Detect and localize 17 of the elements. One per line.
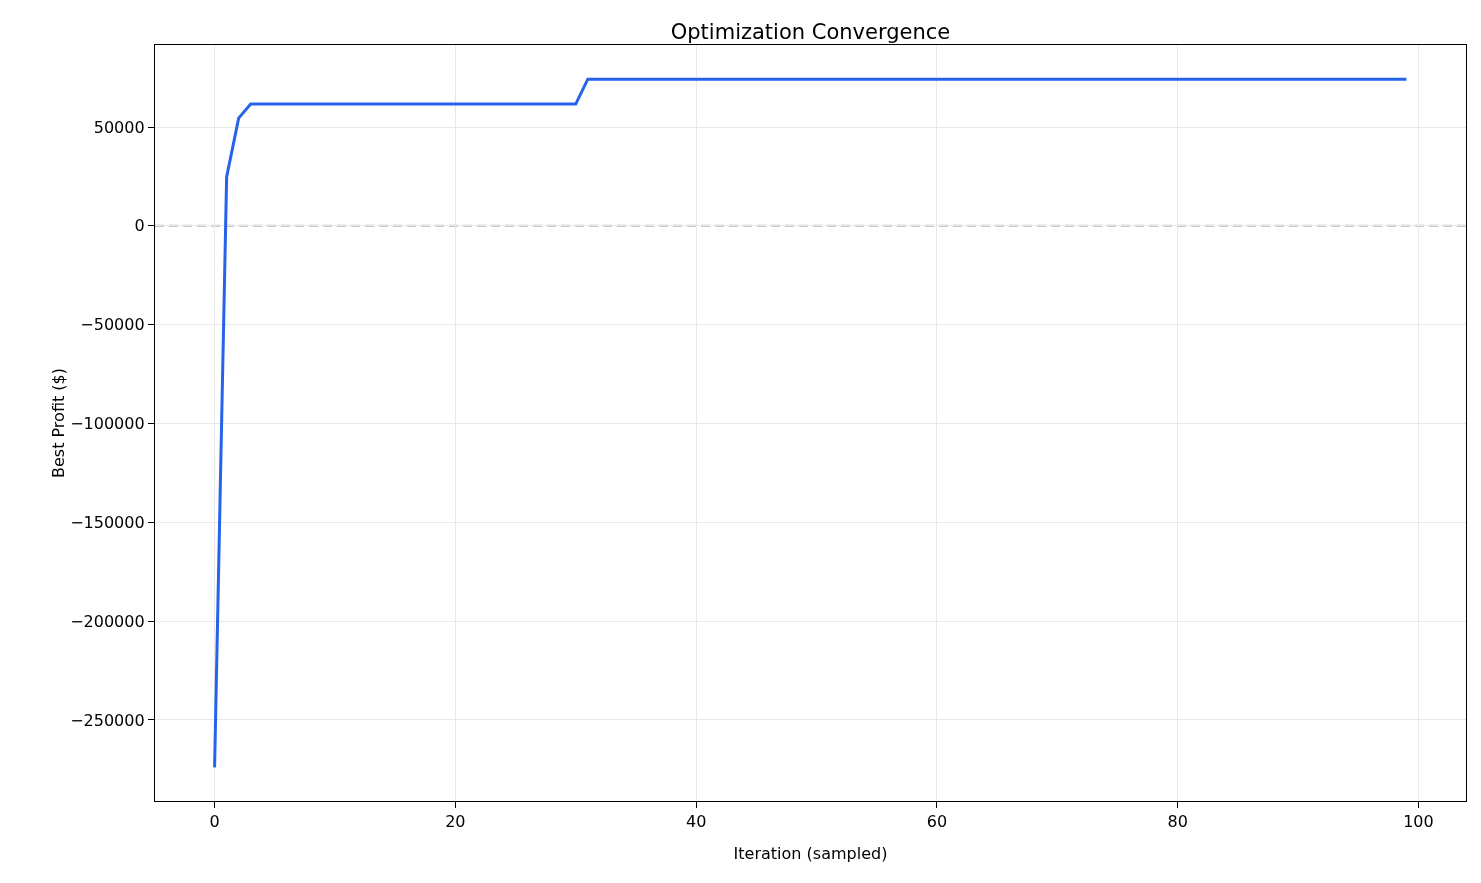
x-axis-title: Iteration (sampled): [733, 844, 888, 864]
x-tick-label: 40: [685, 812, 707, 832]
y-tick-label: −250000: [70, 710, 145, 730]
y-tick-label: −100000: [70, 414, 145, 434]
line-series: [213, 77, 1408, 769]
y-tick-label: −200000: [70, 611, 145, 631]
x-tick-label: 100: [1403, 812, 1434, 832]
y-tick-label: 50000: [93, 117, 145, 137]
x-tick-label: 0: [209, 812, 220, 832]
chart-title: Optimization Convergence: [670, 20, 951, 45]
y-tick-label: −50000: [80, 315, 145, 335]
y-tick-label: 0: [134, 216, 145, 236]
x-tick-label: 20: [445, 812, 466, 832]
y-axis-title: Best Profit ($): [49, 368, 69, 478]
x-tick-label: 60: [926, 812, 948, 832]
x-tick-label: 80: [1167, 812, 1188, 832]
y-tick-label: −150000: [70, 512, 145, 532]
